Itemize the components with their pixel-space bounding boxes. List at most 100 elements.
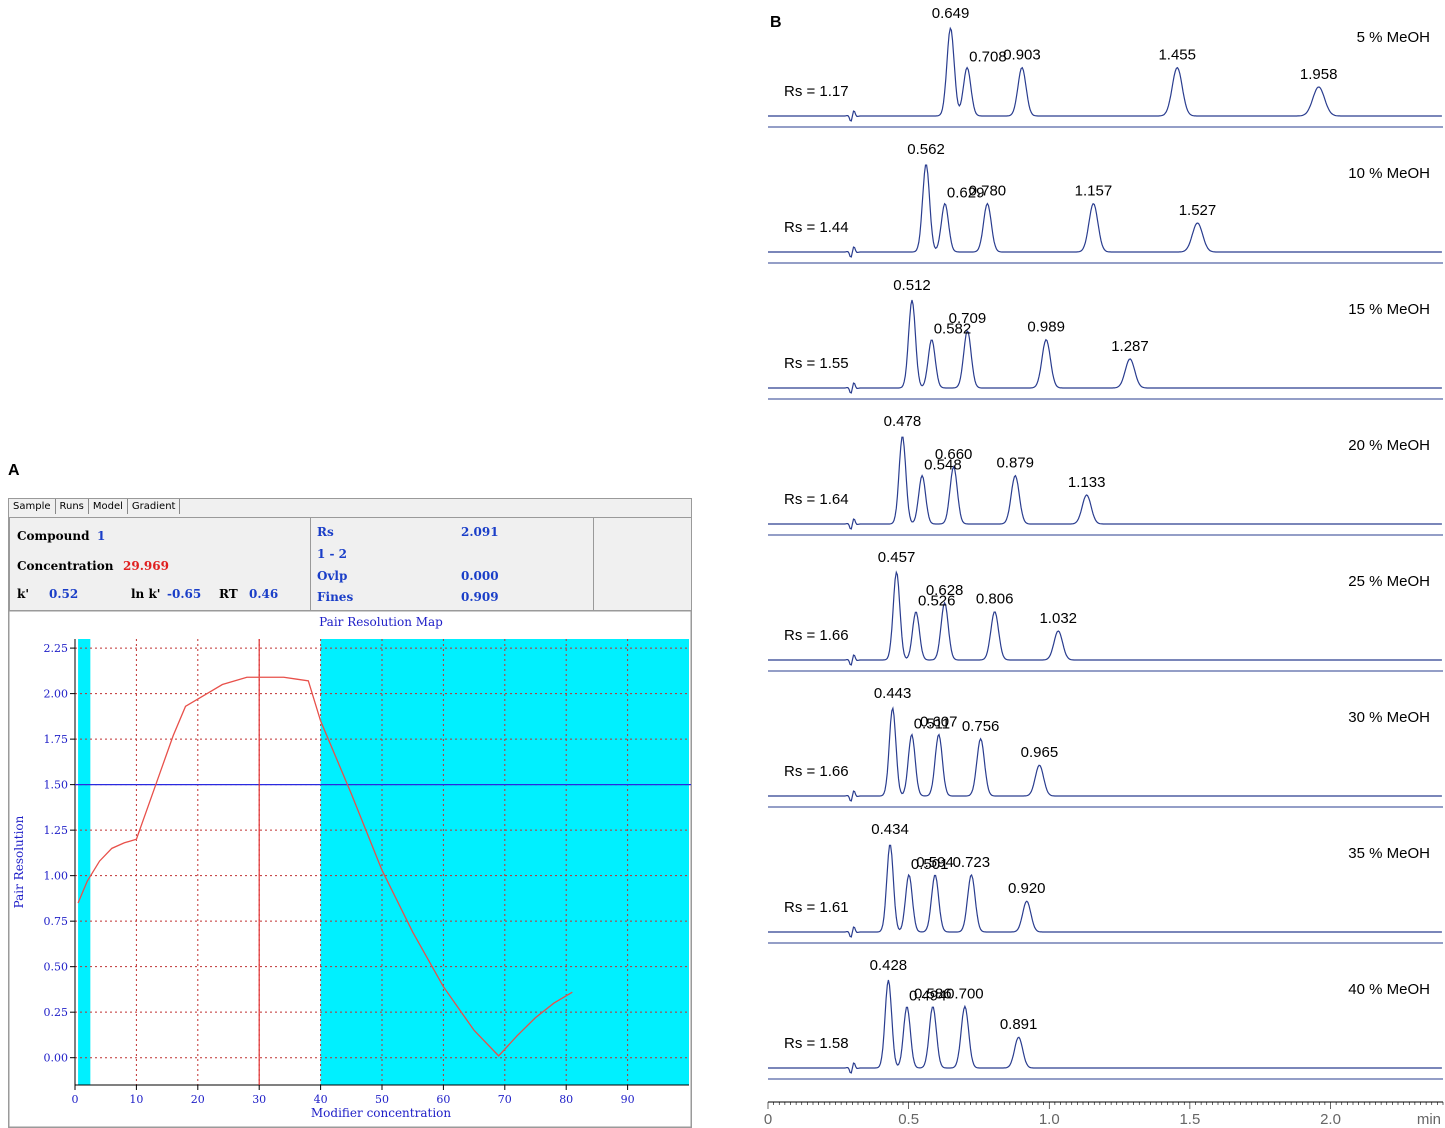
series-label: 10 % MeOH [1348, 165, 1430, 182]
series-label: 25 % MeOH [1348, 573, 1430, 590]
peak-label: 0.989 [1027, 319, 1065, 336]
y-tick-label: 1.00 [44, 870, 69, 883]
peak-label: 0.434 [871, 821, 909, 838]
x-tick-label: 0 [72, 1093, 79, 1106]
peak-label: 0.548 [924, 457, 962, 474]
rs-label: Rs = 1.66 [784, 763, 849, 780]
rs-label: Rs [317, 525, 334, 539]
series-label: 30 % MeOH [1348, 709, 1430, 726]
tab-runs[interactable]: Runs [56, 499, 89, 514]
chromatogram-trace-0 [768, 26, 1442, 122]
chromatogram-trace-3 [768, 436, 1442, 530]
chromatogram-trace-4 [768, 570, 1442, 666]
chromatogram-trace-2 [768, 299, 1442, 394]
peak-label: 0.594 [916, 854, 954, 871]
peak-label: 0.526 [918, 593, 956, 610]
x-axis-label: Modifier concentration [311, 1106, 452, 1120]
peak-label: 0.965 [1021, 744, 1059, 761]
peak-label: 0.920 [1008, 880, 1046, 897]
rt-value: 0.46 [249, 587, 279, 601]
peak-label: 0.700 [946, 985, 984, 1002]
map-title: Pair Resolution Map [319, 615, 443, 629]
peak-label: 0.780 [969, 183, 1007, 200]
series-label: 40 % MeOH [1348, 981, 1430, 998]
tab-gradient[interactable]: Gradient [128, 499, 181, 514]
x-tick-label: 20 [191, 1093, 205, 1106]
y-tick-label: 2.00 [44, 688, 69, 701]
y-tick-label: 1.50 [44, 779, 69, 792]
tab-sample[interactable]: Sample [9, 499, 56, 514]
tab-model[interactable]: Model [88, 499, 128, 514]
peak-label: 0.879 [996, 455, 1034, 472]
time-tick-label: 1.0 [1039, 1111, 1060, 1128]
peak-label: 1.157 [1075, 183, 1113, 200]
time-tick-label: 2.0 [1320, 1111, 1341, 1128]
y-tick-label: 1.25 [44, 824, 69, 837]
peak-label: 1.287 [1111, 338, 1149, 355]
fines-label: Fines [317, 590, 354, 604]
peak-label: 0.501 [911, 856, 949, 873]
panel-b: B 5 % MeOH Rs = 1.17 0.649 0.708 0.903 1.455 1… [760, 0, 1445, 1128]
x-tick-label: 80 [559, 1093, 573, 1106]
rs-label: Rs = 1.17 [784, 83, 849, 100]
peak-label: 1.455 [1158, 47, 1196, 64]
ovlp-value: 0.000 [461, 569, 499, 583]
ovlp-label: Ovlp [317, 569, 348, 583]
k-value: 0.52 [49, 587, 79, 601]
peak-label: 0.891 [1000, 1016, 1038, 1033]
panel-a: A Sample Runs Model Gradient Compound 1 … [0, 462, 700, 1128]
y-tick-label: 0.25 [44, 1006, 69, 1019]
rs-label: Rs = 1.44 [784, 219, 849, 236]
peak-label: 0.607 [920, 713, 958, 730]
chromatogram-trace-6 [768, 844, 1442, 938]
y-tick-label: 0.75 [44, 915, 69, 928]
shaded-region-0 [78, 639, 91, 1085]
x-tick-label: 50 [375, 1093, 389, 1106]
x-tick-label: 60 [436, 1093, 450, 1106]
peak-label: 0.512 [893, 277, 931, 294]
time-tick-label: 0.5 [898, 1111, 919, 1128]
panel-a-letter: A [8, 462, 20, 479]
peak-label: 0.586 [914, 985, 952, 1002]
peak-label: 0.494 [909, 987, 947, 1004]
peak-label: 1.958 [1300, 66, 1338, 83]
y-tick-label: 0.50 [44, 961, 69, 974]
peak-label: 0.708 [969, 49, 1007, 66]
lnk-value: -0.65 [167, 587, 202, 601]
series-label: 15 % MeOH [1348, 301, 1430, 318]
peak-label: 0.628 [926, 582, 964, 599]
time-unit-label: min [1417, 1111, 1441, 1128]
peak-label: 0.806 [976, 591, 1014, 608]
peak-label: 1.527 [1179, 202, 1217, 219]
peak-label: 0.511 [914, 715, 950, 732]
chromatogram-trace-7 [768, 979, 1442, 1074]
rs-value: 2.091 [461, 525, 499, 539]
series-label: 5 % MeOH [1357, 29, 1430, 46]
y-tick-label: 2.25 [44, 642, 69, 655]
peak-label: 0.660 [935, 446, 973, 463]
x-tick-label: 10 [129, 1093, 143, 1106]
model-window: Sample Runs Model Gradient Compound 1 Co… [8, 498, 692, 1128]
rs-label: Rs = 1.64 [784, 491, 849, 508]
x-tick-label: 90 [621, 1093, 635, 1106]
blank-box [593, 517, 692, 611]
time-tick-label: 0 [764, 1111, 772, 1128]
peak-label: 1.133 [1068, 474, 1106, 491]
peak-label: 0.457 [878, 549, 916, 566]
series-label: 20 % MeOH [1348, 437, 1430, 454]
peak-label: 0.428 [870, 957, 908, 974]
rs-label: Rs = 1.55 [784, 355, 849, 372]
peak-label: 0.903 [1003, 47, 1041, 64]
info-panel: Compound 1 Concentration 29.969 k' 0.52 … [9, 517, 692, 611]
peak-label: 0.478 [884, 413, 922, 430]
peak-label: 1.032 [1039, 610, 1077, 627]
peak-label: 0.756 [962, 718, 1000, 735]
tab-bar: Sample Runs Model Gradient [9, 499, 691, 517]
concentration-label: Concentration [17, 559, 114, 573]
peak-label: 0.629 [947, 185, 985, 202]
rs-label: Rs = 1.61 [784, 899, 849, 916]
rs-label: Rs = 1.66 [784, 627, 849, 644]
series-label: 35 % MeOH [1348, 845, 1430, 862]
pair-resolution-map: Pair Resolution Map 0.00 0.25 0.50 0.75 1.00 1… [9, 611, 691, 1127]
